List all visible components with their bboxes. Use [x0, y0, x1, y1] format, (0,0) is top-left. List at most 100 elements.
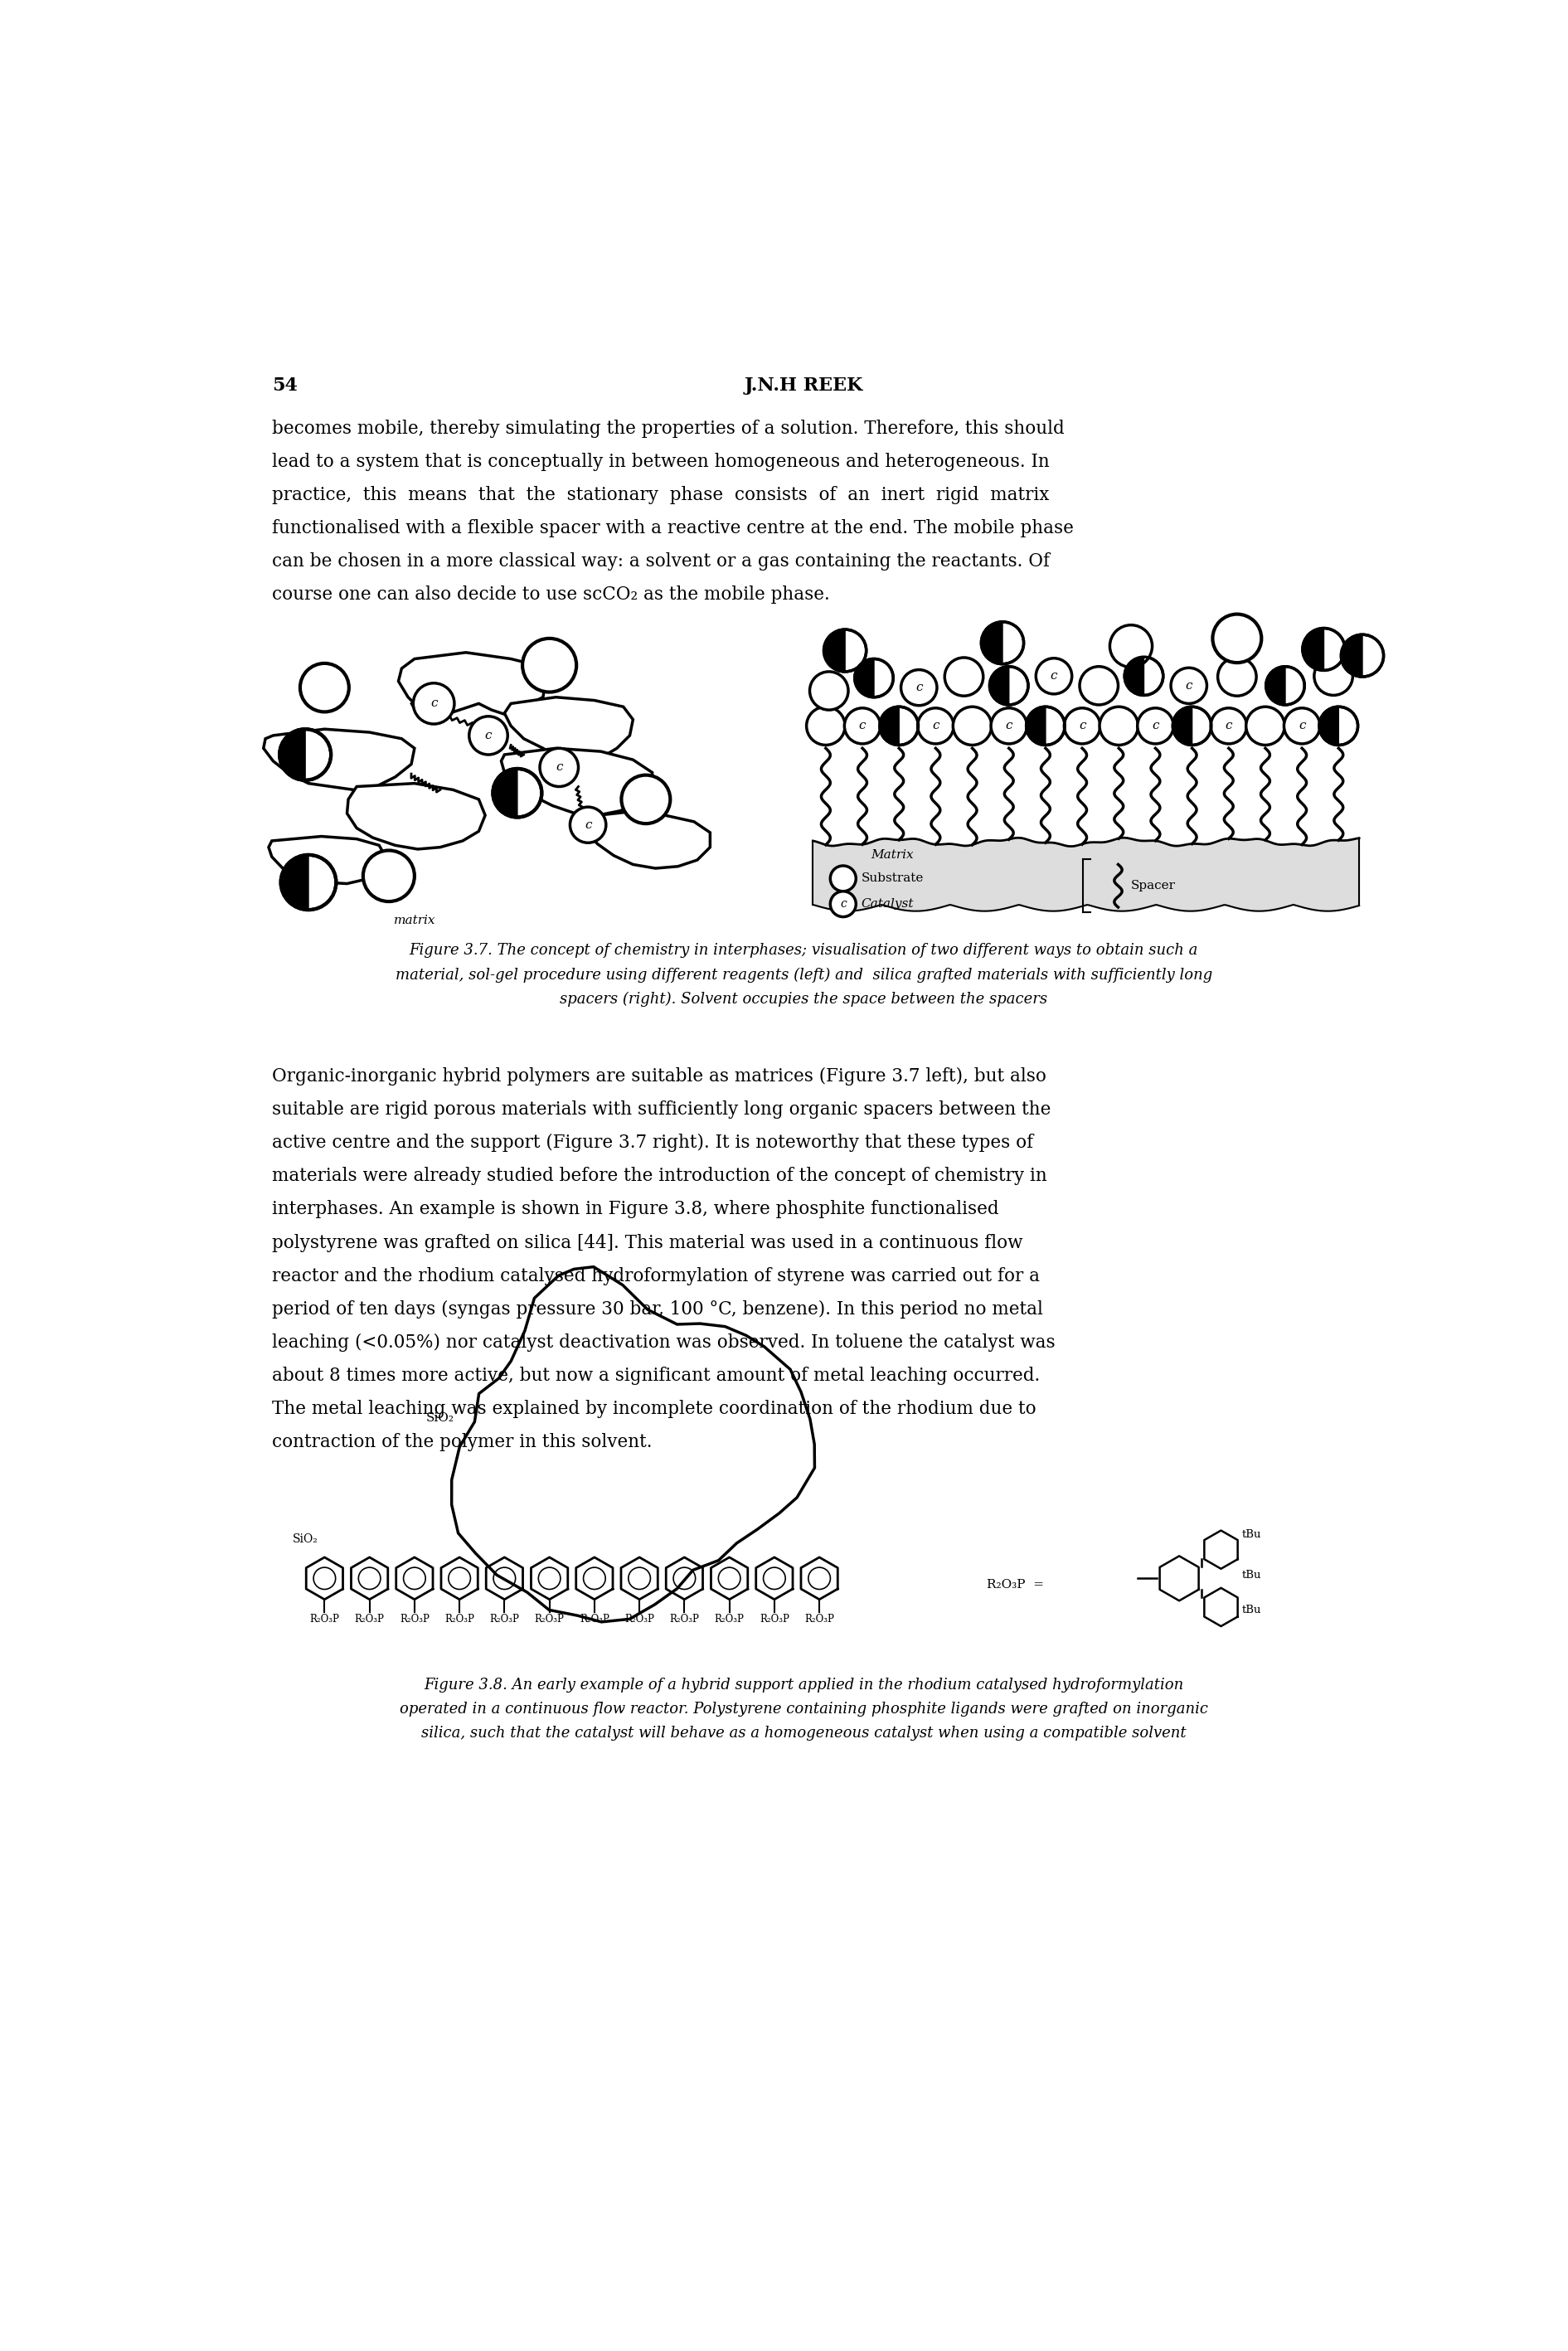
Text: lead to a system that is conceptually in between homogeneous and heterogeneous. : lead to a system that is conceptually in…	[271, 454, 1049, 470]
Text: matrix: matrix	[394, 915, 436, 926]
Text: practice,  this  means  that  the  stationary  phase  consists  of  an  inert  r: practice, this means that the stationary…	[271, 487, 1049, 503]
Polygon shape	[1204, 1587, 1237, 1627]
Circle shape	[1137, 708, 1173, 743]
Polygon shape	[1027, 708, 1046, 745]
Text: silica, such that the catalyst will behave as a homogeneous catalyst when using : silica, such that the catalyst will beha…	[422, 1726, 1185, 1740]
Text: tBu: tBu	[1242, 1606, 1262, 1615]
Text: R₂O₃P: R₂O₃P	[309, 1613, 339, 1625]
Text: c: c	[430, 698, 437, 710]
Circle shape	[1065, 708, 1101, 743]
Polygon shape	[268, 837, 386, 884]
Circle shape	[1212, 614, 1262, 663]
Text: c: c	[1185, 679, 1192, 691]
Text: becomes mobile, thereby simulating the properties of a solution. Therefore, this: becomes mobile, thereby simulating the p…	[271, 418, 1065, 437]
Text: 54: 54	[271, 376, 298, 395]
Polygon shape	[1124, 656, 1145, 696]
Text: c: c	[555, 762, 563, 773]
Text: SiO₂: SiO₂	[293, 1533, 318, 1545]
Text: R₂O₃P: R₂O₃P	[535, 1613, 564, 1625]
Text: operated in a continuous flow reactor. Polystyrene containing phosphite ligands : operated in a continuous flow reactor. P…	[400, 1702, 1207, 1716]
Circle shape	[806, 708, 845, 745]
Polygon shape	[982, 621, 1002, 663]
Circle shape	[1099, 708, 1138, 745]
Text: functionalised with a flexible spacer with a reactive centre at the end. The mob: functionalised with a flexible spacer wi…	[271, 520, 1074, 538]
Circle shape	[1027, 708, 1065, 745]
Text: course one can also decide to use scCO₂ as the mobile phase.: course one can also decide to use scCO₂ …	[271, 585, 829, 604]
Circle shape	[880, 708, 919, 745]
Polygon shape	[1173, 708, 1192, 745]
Circle shape	[1247, 708, 1284, 745]
Polygon shape	[1319, 708, 1339, 745]
Text: interphases. An example is shown in Figure 3.8, where phosphite functionalised: interphases. An example is shown in Figu…	[271, 1201, 999, 1218]
Circle shape	[571, 806, 605, 842]
Text: R₂O₃P: R₂O₃P	[445, 1613, 475, 1625]
Circle shape	[1341, 635, 1383, 677]
Text: c: c	[485, 729, 492, 741]
Circle shape	[831, 865, 856, 891]
Text: Organic-inorganic hybrid polymers are suitable as matrices (Figure 3.7 left), bu: Organic-inorganic hybrid polymers are su…	[271, 1067, 1046, 1086]
Circle shape	[414, 684, 455, 724]
Circle shape	[1210, 708, 1247, 743]
Text: leaching (<0.05%) nor catalyst deactivation was observed. In toluene the catalys: leaching (<0.05%) nor catalyst deactivat…	[271, 1333, 1055, 1352]
Text: Spacer: Spacer	[1131, 879, 1176, 891]
Text: reactor and the rhodium catalysed hydroformylation of styrene was carried out fo: reactor and the rhodium catalysed hydrof…	[271, 1267, 1040, 1286]
Text: R₂O₃P  =: R₂O₃P =	[986, 1580, 1044, 1592]
Polygon shape	[452, 1267, 815, 1622]
Polygon shape	[989, 668, 1008, 705]
Circle shape	[823, 630, 866, 672]
Text: c: c	[1152, 719, 1159, 731]
Text: Catalyst: Catalyst	[861, 898, 914, 910]
Text: R₂O₃P: R₂O₃P	[400, 1613, 430, 1625]
Polygon shape	[281, 856, 309, 910]
Polygon shape	[1160, 1556, 1198, 1601]
Circle shape	[279, 729, 331, 781]
Text: Substrate: Substrate	[861, 872, 924, 884]
Text: R₂O₃P: R₂O₃P	[624, 1613, 654, 1625]
Circle shape	[621, 776, 670, 823]
Circle shape	[1171, 668, 1207, 703]
Text: R₂O₃P: R₂O₃P	[489, 1613, 519, 1625]
Text: tBu: tBu	[1242, 1531, 1262, 1540]
Text: J.N.H REEK: J.N.H REEK	[745, 376, 862, 395]
Polygon shape	[279, 729, 306, 781]
Circle shape	[1036, 658, 1073, 694]
Polygon shape	[823, 630, 845, 672]
Circle shape	[1284, 708, 1320, 743]
Circle shape	[469, 717, 508, 755]
Text: Matrix: Matrix	[870, 849, 914, 860]
Text: about 8 times more active, but now a significant amount of metal leaching occurr: about 8 times more active, but now a sig…	[271, 1366, 1040, 1385]
Text: materials were already studied before the introduction of the concept of chemist: materials were already studied before th…	[271, 1166, 1047, 1185]
Text: c: c	[1079, 719, 1085, 731]
Text: R₂O₃P: R₂O₃P	[670, 1613, 699, 1625]
Text: polystyrene was grafted on silica [44]. This material was used in a continuous f: polystyrene was grafted on silica [44]. …	[271, 1234, 1022, 1251]
Circle shape	[831, 891, 856, 917]
Text: material, sol-gel procedure using different reagents (left) and  silica grafted : material, sol-gel procedure using differ…	[395, 966, 1212, 983]
Circle shape	[1314, 656, 1353, 696]
Text: R₂O₃P: R₂O₃P	[580, 1613, 610, 1625]
Text: Figure 3.7. The concept of chemistry in interphases; visualisation of two differ: Figure 3.7. The concept of chemistry in …	[409, 943, 1198, 957]
Circle shape	[1303, 628, 1345, 670]
Circle shape	[1124, 656, 1163, 696]
Text: Figure 3.8. An early example of a hybrid support applied in the rhodium catalyse: Figure 3.8. An early example of a hybrid…	[423, 1676, 1184, 1693]
Circle shape	[989, 668, 1029, 705]
Text: active centre and the support (Figure 3.7 right). It is noteworthy that these ty: active centre and the support (Figure 3.…	[271, 1133, 1033, 1152]
Polygon shape	[1341, 635, 1363, 677]
Circle shape	[982, 621, 1024, 663]
Text: R₂O₃P: R₂O₃P	[759, 1613, 789, 1625]
Circle shape	[539, 748, 579, 788]
Text: c: c	[1225, 719, 1232, 731]
Circle shape	[1110, 625, 1152, 668]
Polygon shape	[880, 708, 898, 745]
Circle shape	[855, 658, 894, 698]
Circle shape	[492, 769, 541, 818]
Polygon shape	[492, 769, 517, 818]
Text: c: c	[840, 898, 847, 910]
Circle shape	[1218, 658, 1256, 696]
Circle shape	[809, 672, 848, 710]
Text: c: c	[859, 719, 866, 731]
Text: spacers (right). Solvent occupies the space between the spacers: spacers (right). Solvent occupies the sp…	[560, 992, 1047, 1006]
Circle shape	[281, 856, 336, 910]
Circle shape	[902, 670, 938, 705]
Polygon shape	[1204, 1531, 1237, 1568]
Circle shape	[917, 708, 953, 743]
